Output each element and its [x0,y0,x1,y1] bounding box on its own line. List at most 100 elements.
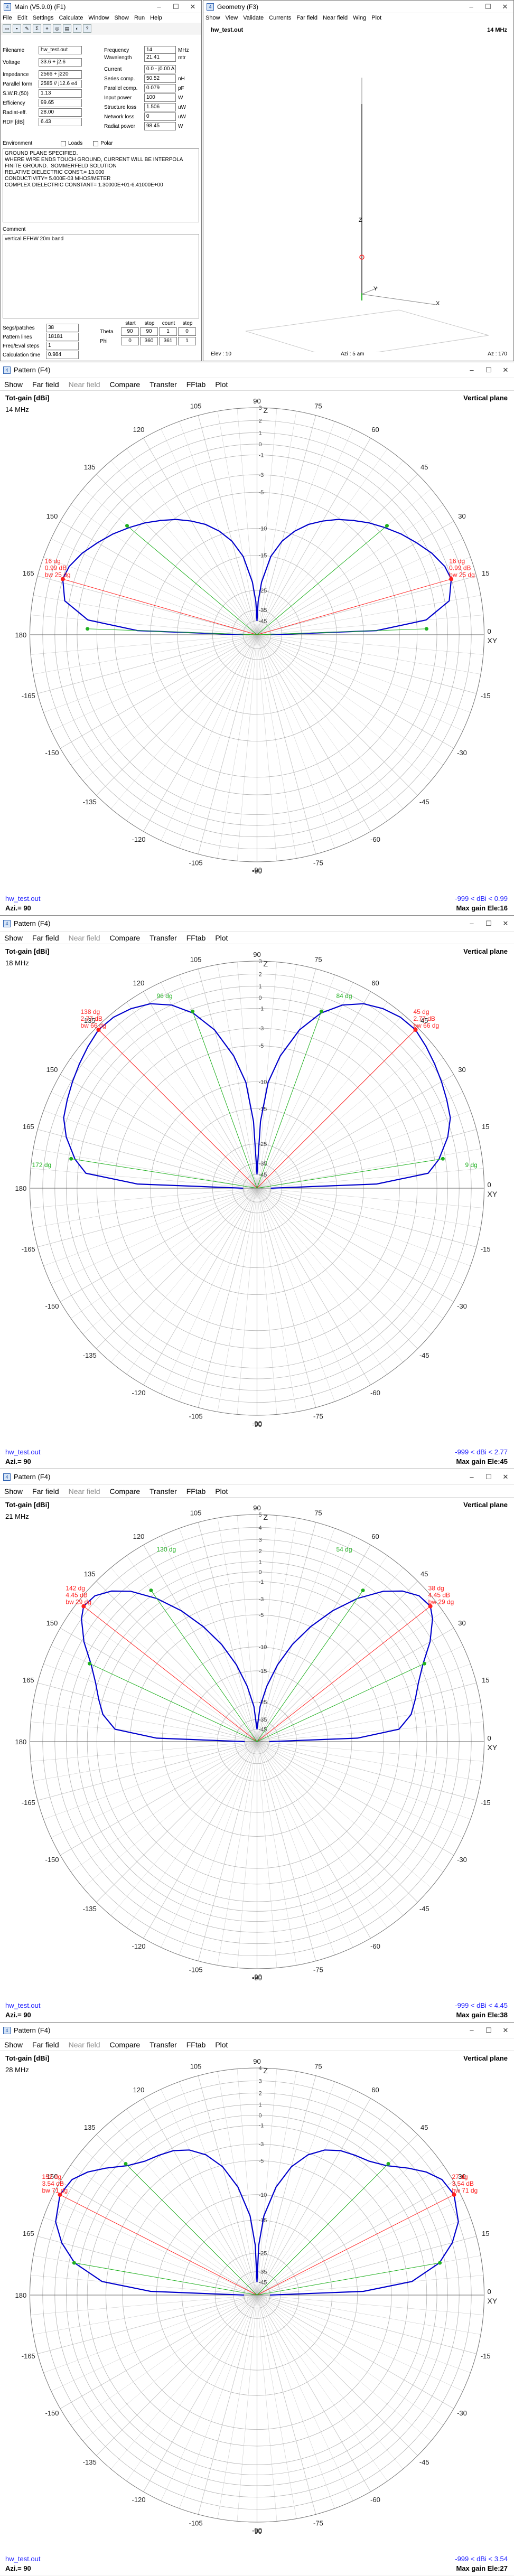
field-value[interactable]: 99.65 [39,99,82,107]
field-value[interactable]: 100 [144,93,176,102]
smith-icon[interactable]: ◐ [73,24,81,33]
field-value[interactable]: 50.52 [144,74,176,83]
angle-cell[interactable]: 360 [140,337,158,345]
menu-item-2[interactable]: Near field [68,1487,100,1496]
polar-checkbox[interactable] [93,140,99,146]
menu-item-4[interactable]: Transfer [149,380,177,389]
menu-item-5[interactable]: FFtab [186,933,206,942]
field-value[interactable]: 0.0 - j0.00 A [144,65,176,73]
field-value[interactable]: 18181 [46,333,79,341]
polar-plot[interactable]: -45-35-25-15-10-5-3-10123415304560751051… [0,2051,514,2574]
angle-cell[interactable]: 90 [140,327,158,336]
menu-item-0[interactable]: Show [4,933,23,942]
menu-item-4[interactable]: Far field [296,15,318,21]
angle-cell[interactable]: 90 [121,327,139,336]
minimize-icon[interactable]: – [469,2,473,11]
edit-icon[interactable]: ✎ [23,24,31,33]
menu-item-5[interactable]: Near field [323,15,348,21]
field-value[interactable]: 21.41 [144,53,176,62]
polar-plot[interactable]: -45-35-25-15-10-5-3-10123451530456075105… [0,1498,514,2020]
menu-item-2[interactable]: Settings [32,15,54,21]
menu-item-6[interactable]: Run [134,15,145,21]
menu-item-1[interactable]: View [225,15,238,21]
menu-item-7[interactable]: Plot [371,15,382,21]
file-label[interactable]: hw_test.out [5,2001,41,2009]
menu-item-3[interactable]: Compare [109,380,141,389]
angle-cell[interactable]: 361 [159,337,177,345]
menu-item-4[interactable]: Transfer [149,933,177,942]
menu-item-7[interactable]: Help [150,15,162,21]
menu-item-1[interactable]: Edit [17,15,27,21]
close-icon[interactable]: ✕ [190,2,196,11]
close-icon[interactable]: ✕ [502,919,509,927]
field-value[interactable]: 1.506 [144,103,176,111]
maximize-icon[interactable]: ☐ [485,2,491,11]
menu-item-1[interactable]: Far field [32,1487,59,1496]
menu-item-5[interactable]: FFtab [186,380,206,389]
maximize-icon[interactable]: ☐ [485,919,492,927]
menu-item-5[interactable]: Show [114,15,129,21]
menu-item-0[interactable]: Show [205,15,220,21]
angle-cell[interactable]: 1 [178,337,196,345]
maximize-icon[interactable]: ☐ [173,2,179,11]
menu-item-3[interactable]: Compare [109,1487,141,1496]
field-value[interactable]: 98.45 [144,122,176,130]
menu-item-2[interactable]: Validate [243,15,264,21]
menu-item-1[interactable]: Far field [32,380,59,389]
field-value[interactable]: 1.13 [39,89,82,98]
menu-item-6[interactable]: Plot [215,933,228,942]
field-value[interactable]: 38 [46,324,79,332]
menu-item-3[interactable]: Calculate [59,15,83,21]
maximize-icon[interactable]: ☐ [485,2026,492,2034]
field-value[interactable]: 0 [144,112,176,121]
menu-item-2[interactable]: Near field [68,2040,100,2049]
field-value[interactable]: 2585 // j12.6 e4 [39,80,82,88]
maximize-icon[interactable]: ☐ [485,365,492,374]
menu-item-0[interactable]: Show [4,380,23,389]
file-label[interactable]: hw_test.out [5,2555,41,2563]
angle-cell[interactable]: 1 [159,327,177,336]
menu-item-2[interactable]: Near field [68,933,100,942]
menu-item-0[interactable]: Show [4,2040,23,2049]
minimize-icon[interactable]: – [470,365,474,374]
geometry-icon[interactable]: ⌖ [43,24,51,33]
field-value[interactable]: hw_test.out [39,46,82,54]
polar-plot[interactable]: -45-35-25-15-10-5-3-10123153045607510512… [0,391,514,914]
close-icon[interactable]: ✕ [502,365,509,374]
chart-icon[interactable]: ▤ [63,24,71,33]
menu-item-1[interactable]: Far field [32,2040,59,2049]
menu-item-4[interactable]: Window [88,15,109,21]
menu-item-4[interactable]: Transfer [149,2040,177,2049]
help-icon[interactable]: ? [83,24,91,33]
save-icon[interactable]: ▪ [13,24,21,33]
minimize-icon[interactable]: – [470,1472,474,1481]
close-icon[interactable]: ✕ [502,2,508,11]
menu-item-6[interactable]: Plot [215,1487,228,1496]
minimize-icon[interactable]: – [157,2,161,11]
angle-cell[interactable]: 0 [121,337,139,345]
field-value[interactable]: 0.984 [46,351,79,359]
field-value[interactable]: 0.079 [144,84,176,92]
menu-item-4[interactable]: Transfer [149,1487,177,1496]
menu-item-5[interactable]: FFtab [186,1487,206,1496]
close-icon[interactable]: ✕ [502,1472,509,1481]
maximize-icon[interactable]: ☐ [485,1472,492,1481]
pattern-icon[interactable]: ◎ [53,24,61,33]
loads-checkbox[interactable] [61,140,66,146]
field-value[interactable]: 6.43 [39,118,82,126]
file-label[interactable]: hw_test.out [5,895,41,902]
open-icon[interactable]: ▭ [3,24,11,33]
menu-item-6[interactable]: Wing [353,15,367,21]
menu-item-3[interactable]: Currents [269,15,292,21]
geometry-view[interactable] [203,35,513,352]
menu-item-0[interactable]: Show [4,1487,23,1496]
file-label[interactable]: hw_test.out [5,1448,41,1456]
field-value[interactable]: 33.6 + j2.6 [39,58,82,67]
menu-item-1[interactable]: Far field [32,933,59,942]
field-value[interactable]: 28.00 [39,108,82,117]
angle-cell[interactable]: 0 [178,327,196,336]
minimize-icon[interactable]: – [470,2026,474,2034]
field-value[interactable]: 2566 + j220 [39,70,82,79]
calc-icon[interactable]: Σ [33,24,41,33]
environment-textbox[interactable]: GROUND PLANE SPECIFIED. WHERE WIRE ENDS … [3,148,199,222]
